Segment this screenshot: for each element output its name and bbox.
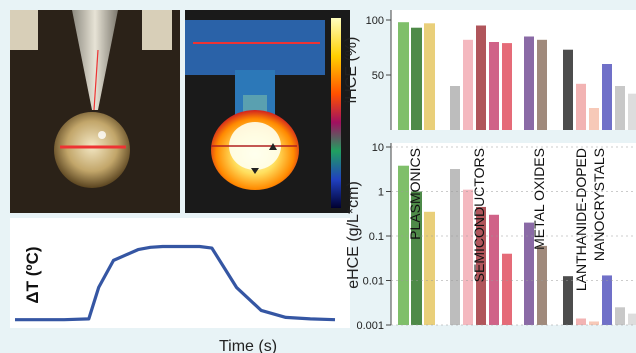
ihce-bar	[450, 86, 460, 130]
pipette-tip-icon	[72, 10, 118, 110]
ihce-bar	[502, 43, 512, 130]
ehce-group-label: SEMICONDUCTORS	[471, 148, 487, 282]
thermal-illustration	[185, 10, 350, 213]
ehce-bar	[398, 165, 409, 325]
ihce-bar	[628, 93, 636, 130]
ehce-bar	[576, 318, 586, 325]
ihce-bar	[615, 86, 625, 130]
ehce-group-label: NANOCRYSTALS	[591, 148, 607, 261]
droplet-illustration	[10, 10, 180, 213]
droplet-photo	[10, 10, 180, 213]
ihce-y-axis-label: iHCE (%)	[343, 37, 360, 104]
ehce-tick-label: 1	[378, 187, 384, 199]
ehce-tick-label: 0.01	[363, 276, 384, 288]
ehce-bar	[502, 253, 512, 325]
ehce-tick-label: 0.001	[356, 320, 384, 332]
curve-x-axis-label: Time (s)	[219, 338, 277, 353]
ihce-bar	[576, 83, 586, 130]
ehce-bar	[628, 313, 636, 325]
ehce-bar	[450, 169, 460, 325]
ihce-bar	[398, 22, 409, 131]
background-thermal-region	[185, 20, 325, 75]
thermal-image	[185, 10, 350, 213]
droplet-icon	[54, 112, 130, 188]
ehce-tick-label: 0.1	[369, 231, 384, 243]
ihce-bar	[489, 42, 499, 130]
ehce-y-axis-label: eHCE (g/L*cm)	[345, 181, 362, 289]
ihce-bar	[411, 27, 422, 131]
ihce-tick-label: 100	[366, 15, 384, 27]
ehce-bar	[615, 307, 625, 325]
ehce-group-label: PLASMONICS	[407, 148, 423, 240]
curve-y-axis-label: ΔT (ºC)	[23, 246, 42, 303]
ihce-bar	[463, 39, 473, 130]
ehce-tick-label: 10	[372, 142, 384, 154]
tube-right-icon	[142, 10, 172, 50]
ehce-bar	[463, 189, 473, 325]
ehce-bar	[476, 206, 486, 325]
ehce-bar	[424, 211, 435, 325]
ehce-bar-chart: 10 1 0.1 0.01 0.001 PLASMONICS SEMICONDUCTORS…	[345, 142, 636, 332]
ihce-bar	[537, 39, 547, 130]
ihce-bar	[524, 36, 534, 130]
ehce-bar	[537, 245, 547, 325]
ehce-bar	[524, 222, 534, 325]
curve-background	[10, 218, 350, 328]
ehce-bar	[411, 191, 422, 325]
color-scale-bar	[331, 18, 341, 208]
ihce-bar	[563, 49, 573, 131]
ihce-tick-label: 50	[372, 70, 384, 82]
ihce-bar-chart: 100 50 iHCE (%)	[343, 10, 636, 131]
ehce-bar	[563, 276, 573, 325]
ihce-bar	[589, 108, 599, 130]
ehce-group-label: METAL OXIDES	[531, 148, 547, 250]
tube-left-icon	[10, 10, 38, 50]
temperature-curve-line	[14, 244, 336, 322]
ihce-bar	[476, 25, 486, 130]
ihce-bar	[424, 23, 435, 130]
ehce-bar	[602, 275, 612, 325]
temperature-curve-panel: Time (s) ΔT (ºC)	[10, 218, 350, 353]
ehce-bar	[489, 214, 499, 325]
ehce-bar	[589, 321, 599, 325]
ihce-bar	[602, 64, 612, 130]
ehce-group-label: LANTHANIDE-DOPED	[573, 148, 589, 291]
